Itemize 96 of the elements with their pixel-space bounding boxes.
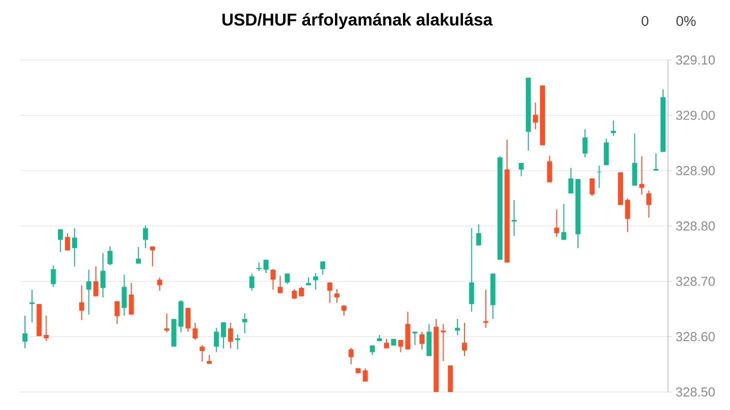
candlestick	[157, 276, 162, 292]
candlestick	[164, 312, 170, 333]
y-tick-label: 329.00	[676, 110, 715, 120]
candlestick	[561, 203, 566, 240]
candlestick	[454, 318, 460, 336]
candlestick	[264, 259, 269, 274]
chart-title: USD/HUF árfolyamának alakulása	[222, 13, 493, 29]
candlestick	[100, 252, 106, 298]
y-tick-label: 328.80	[676, 221, 715, 231]
candlestick	[384, 338, 390, 349]
text: 0	[642, 16, 648, 26]
candlestick	[72, 228, 78, 267]
candlestick	[249, 273, 254, 292]
candlestick	[86, 269, 92, 316]
candlestick	[575, 178, 580, 249]
candlestick	[660, 88, 666, 152]
candlestick	[136, 246, 141, 264]
candlestick	[44, 315, 49, 342]
text: 0%	[676, 16, 696, 26]
candlestick	[497, 156, 502, 260]
candlestick	[653, 153, 658, 172]
candlestick	[476, 224, 482, 246]
candlestick	[327, 282, 332, 304]
candlestick	[58, 228, 63, 253]
candlestick	[362, 368, 368, 382]
candlestick	[540, 84, 546, 146]
candlestick	[79, 284, 84, 321]
candlestick	[313, 272, 318, 290]
candlestick	[448, 364, 453, 392]
candlestick	[50, 264, 56, 288]
candlestick	[214, 327, 219, 353]
candlestick	[610, 120, 616, 136]
candlestick	[532, 102, 538, 130]
candlestick	[93, 266, 98, 297]
candlestick	[114, 300, 120, 324]
y-tick-label: 329.10	[676, 55, 715, 65]
candlestick	[65, 232, 70, 251]
candlestick	[426, 323, 432, 357]
candlestick	[618, 172, 624, 206]
candlestick	[220, 322, 226, 349]
candlestick	[256, 262, 262, 272]
candlestick	[278, 275, 283, 294]
candlestick	[582, 128, 588, 158]
candlestick	[483, 289, 488, 328]
candlestick	[646, 190, 652, 218]
candlestick	[469, 228, 474, 312]
candlestick	[342, 304, 347, 316]
candlestick	[200, 344, 205, 362]
candlestick	[108, 246, 113, 266]
candlestick	[235, 334, 240, 350]
candlestick	[604, 138, 609, 166]
candlestick	[590, 178, 595, 197]
candlestick	[171, 318, 176, 348]
candlestick	[412, 331, 418, 346]
candlestick	[547, 155, 552, 183]
candlestick	[398, 339, 404, 353]
candlestick	[178, 300, 184, 333]
candlestick	[242, 312, 248, 334]
candlestick	[462, 322, 468, 357]
candlestick	[596, 165, 602, 188]
candlestick	[270, 268, 276, 290]
candlestick	[128, 282, 134, 316]
candlestick	[292, 288, 297, 300]
candlestick	[142, 224, 148, 249]
candlestick	[526, 77, 531, 152]
candlestick	[512, 199, 517, 236]
candlestick	[504, 139, 510, 264]
y-tick-label: 328.70	[676, 276, 715, 286]
candlestick	[625, 198, 630, 233]
candlestick	[298, 286, 304, 297]
candlestick	[320, 260, 326, 276]
candlestick	[518, 162, 524, 177]
candlestick	[568, 167, 574, 194]
candlestick	[150, 246, 156, 267]
candlestick	[122, 274, 127, 316]
candlestick	[228, 322, 234, 349]
candlestick	[192, 322, 198, 340]
candlestick	[490, 273, 496, 320]
candlestick	[632, 133, 638, 186]
candlestick	[30, 289, 35, 323]
candlestick	[639, 156, 644, 195]
candlestick	[434, 318, 439, 392]
candlestick	[284, 273, 290, 285]
y-tick-label: 328.90	[676, 166, 715, 176]
candlestick	[370, 345, 375, 356]
candlestick	[36, 304, 42, 337]
y-tick-label: 328.60	[676, 332, 715, 342]
candlestick	[334, 288, 340, 304]
candlestick	[419, 331, 424, 350]
candlestick	[554, 208, 560, 238]
candlestick	[405, 311, 410, 350]
candlestick	[348, 347, 354, 365]
candlestick	[440, 323, 446, 362]
candlestick	[186, 307, 191, 332]
y-tick-label: 328.50	[676, 387, 715, 397]
candlestick	[22, 315, 28, 349]
